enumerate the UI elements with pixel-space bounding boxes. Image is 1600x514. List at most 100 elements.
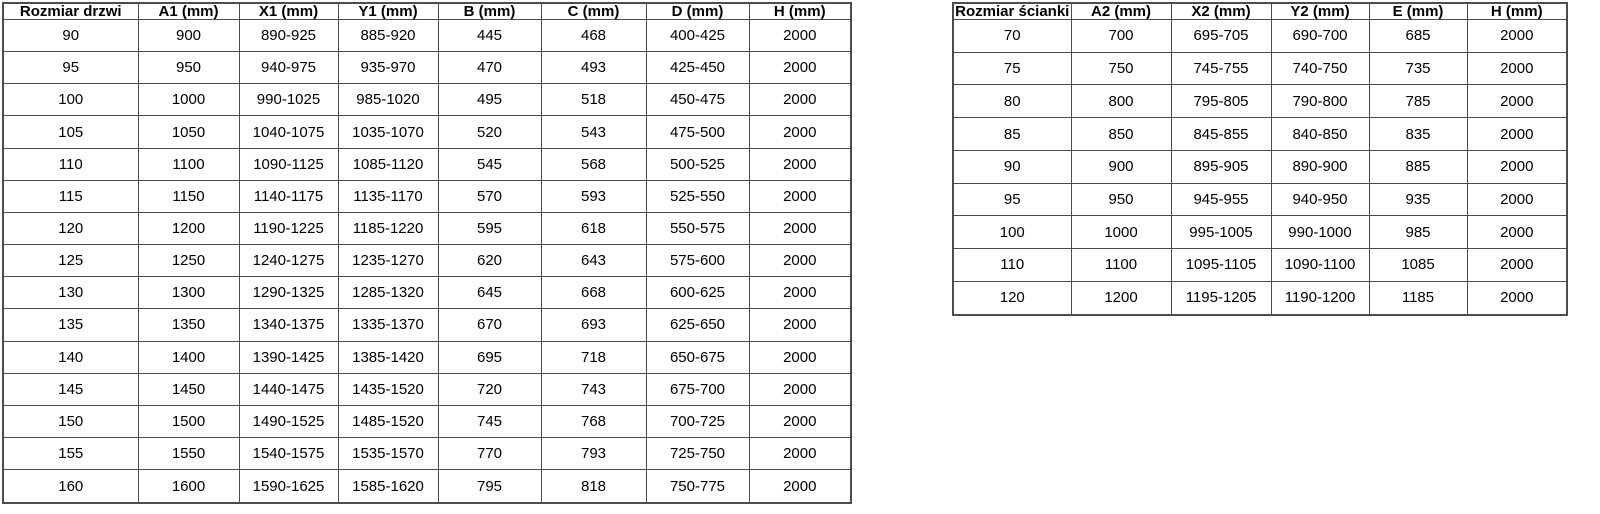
table-cell: 1150 xyxy=(137,179,240,213)
table-cell: 1535-1570 xyxy=(337,437,439,471)
table-cell: 1335-1370 xyxy=(337,308,439,342)
table-cell: 150 xyxy=(2,404,139,439)
table-cell: 120 xyxy=(2,211,139,246)
table-cell: 2000 xyxy=(748,404,852,439)
table-cell: 685 xyxy=(1368,19,1468,53)
table-cell: 768 xyxy=(540,404,647,439)
table-cell: 2000 xyxy=(1466,149,1568,184)
table-cell: 1235-1270 xyxy=(337,244,439,278)
table-cell: 110 xyxy=(2,147,139,181)
table-cell: 425-450 xyxy=(645,51,750,85)
table-cell: 670 xyxy=(437,308,542,342)
table-cell: 990-1025 xyxy=(238,83,339,117)
table-cell: 100 xyxy=(952,215,1072,250)
column-header: Rozmiar ścianki xyxy=(952,2,1072,20)
table-cell: 135 xyxy=(2,308,139,342)
table-row: 115 1150 1140-1175 1135-1170 570 593 525-550 20… xyxy=(2,179,852,213)
table-cell: 1185-1220 xyxy=(337,211,439,246)
table-cell: 700 xyxy=(1070,19,1172,53)
table-cell: 2000 xyxy=(1466,19,1568,53)
wall-size-table: Rozmiar ścianki A2 (mm) X2 (mm) Y2 (mm) E (m… xyxy=(952,2,1568,316)
table-cell: 2000 xyxy=(748,83,852,117)
table-cell: 1600 xyxy=(137,469,240,504)
table-row: 100 1000 990-1025 985-1020 495 518 450-475 2000 xyxy=(2,83,852,117)
table-cell: 2000 xyxy=(748,18,852,53)
table-cell: 1190-1200 xyxy=(1270,280,1370,316)
table-cell: 695-705 xyxy=(1170,19,1272,53)
table-cell: 400-425 xyxy=(645,18,750,53)
table-row: 95 950 940-975 935-970 470 493 425-450 2000 xyxy=(2,51,852,85)
table-cell: 1450 xyxy=(137,372,240,406)
table-cell: 1195-1205 xyxy=(1170,280,1272,316)
column-header: H (mm) xyxy=(1466,2,1568,20)
table-row: 70 700 695-705 690-700 685 2000 xyxy=(952,19,1568,53)
table-cell: 1135-1170 xyxy=(337,179,439,213)
table-cell: 700-725 xyxy=(645,404,750,439)
table-cell: 1240-1275 xyxy=(238,244,339,278)
table-cell: 785 xyxy=(1368,84,1468,119)
table-cell: 818 xyxy=(540,469,647,504)
table-cell: 720 xyxy=(437,372,542,406)
table-cell: 1385-1420 xyxy=(337,340,439,374)
table-cell: 890-900 xyxy=(1270,149,1370,184)
table-cell: 643 xyxy=(540,244,647,278)
table-cell: 745-755 xyxy=(1170,51,1272,86)
table-cell: 2000 xyxy=(748,340,852,374)
column-header: E (mm) xyxy=(1368,2,1468,20)
table-cell: 550-575 xyxy=(645,211,750,246)
table-cell: 2000 xyxy=(1466,182,1568,217)
table-cell: 840-850 xyxy=(1270,117,1370,151)
table-row: 155 1550 1540-1575 1535-1570 770 793 725-750 20… xyxy=(2,437,852,471)
table-cell: 750-775 xyxy=(645,469,750,504)
column-header: Y1 (mm) xyxy=(337,2,439,20)
table-cell: 90 xyxy=(2,18,139,53)
table-cell: 770 xyxy=(437,437,542,471)
table-cell: 1185 xyxy=(1368,280,1468,316)
table-cell: 620 xyxy=(437,244,542,278)
table-cell: 518 xyxy=(540,83,647,117)
table-cell: 140 xyxy=(2,340,139,374)
table-cell: 2000 xyxy=(748,469,852,504)
table-cell: 80 xyxy=(952,84,1072,119)
table-cell: 945-955 xyxy=(1170,182,1272,217)
table-cell: 718 xyxy=(540,340,647,374)
table-row: 105 1050 1040-1075 1035-1070 520 543 475-500 20… xyxy=(2,115,852,149)
table-cell: 850 xyxy=(1070,117,1172,151)
table-cell: 1190-1225 xyxy=(238,211,339,246)
table-cell: 500-525 xyxy=(645,147,750,181)
table-row: 150 1500 1490-1525 1485-1520 745 768 700-725 20… xyxy=(2,404,852,439)
table-cell: 2000 xyxy=(748,147,852,181)
table-cell: 890-925 xyxy=(238,18,339,53)
table-cell: 1085 xyxy=(1368,248,1468,282)
table-cell: 1100 xyxy=(137,147,240,181)
table-cell: 900 xyxy=(137,18,240,53)
table-cell: 1035-1070 xyxy=(337,115,439,149)
table-row: 110 1100 1095-1105 1090-1100 1085 2000 xyxy=(952,248,1568,282)
table-cell: 1285-1320 xyxy=(337,276,439,310)
table-cell: 795-805 xyxy=(1170,84,1272,119)
table-row: 110 1100 1090-1125 1085-1120 545 568 500-525 20… xyxy=(2,147,852,181)
table-cell: 593 xyxy=(540,179,647,213)
table-cell: 1040-1075 xyxy=(238,115,339,149)
table-cell: 800 xyxy=(1070,84,1172,119)
table-cell: 1490-1525 xyxy=(238,404,339,439)
table-cell: 1350 xyxy=(137,308,240,342)
column-header: H (mm) xyxy=(748,2,852,20)
table-cell: 2000 xyxy=(1466,215,1568,250)
table-cell: 900 xyxy=(1070,149,1172,184)
table-row: 90 900 895-905 890-900 885 2000 xyxy=(952,149,1568,184)
column-header: C (mm) xyxy=(540,2,647,20)
table-cell: 2000 xyxy=(1466,84,1568,119)
table-cell: 1140-1175 xyxy=(238,179,339,213)
table-cell: 675-700 xyxy=(645,372,750,406)
table-cell: 545 xyxy=(437,147,542,181)
table-cell: 570 xyxy=(437,179,542,213)
table-cell: 95 xyxy=(952,182,1072,217)
table-cell: 2000 xyxy=(748,372,852,406)
table-cell: 645 xyxy=(437,276,542,310)
table-row: 135 1350 1340-1375 1335-1370 670 693 625-650 20… xyxy=(2,308,852,342)
table-cell: 145 xyxy=(2,372,139,406)
table-cell: 940-975 xyxy=(238,51,339,85)
table-cell: 1000 xyxy=(137,83,240,117)
